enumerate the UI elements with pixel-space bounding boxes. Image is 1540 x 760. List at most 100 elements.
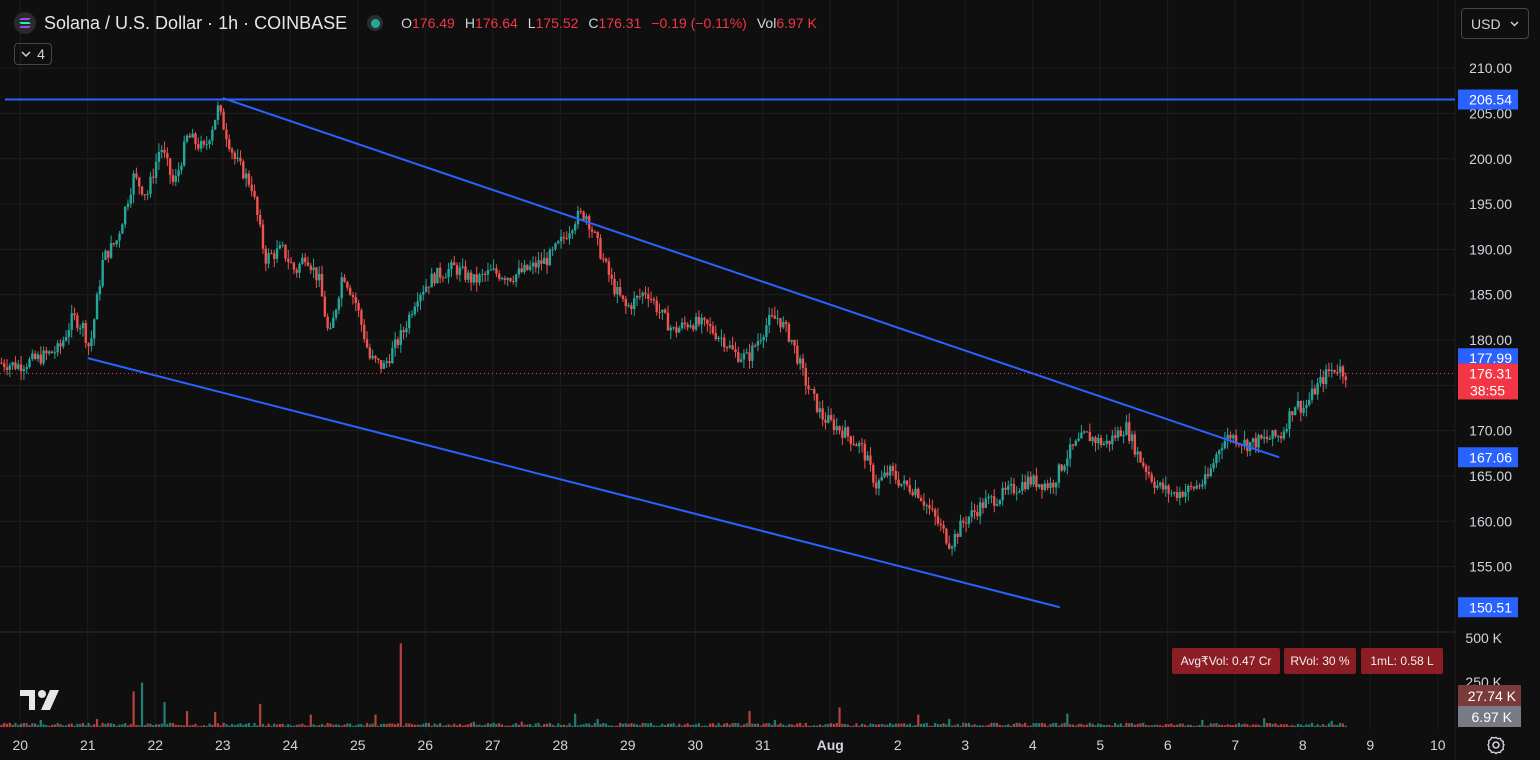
volume-bar bbox=[439, 723, 442, 727]
indicator-collapse-button[interactable]: 4 bbox=[14, 43, 52, 65]
volume-bar bbox=[394, 724, 397, 727]
tradingview-logo-icon[interactable] bbox=[20, 690, 60, 717]
candle-body bbox=[824, 419, 827, 423]
volume-bar bbox=[635, 724, 639, 727]
candle-body bbox=[1023, 482, 1027, 490]
candle-body bbox=[1282, 431, 1286, 439]
volume-bar bbox=[298, 724, 301, 727]
trendlines[interactable] bbox=[0, 97, 1455, 609]
candle-body bbox=[1285, 429, 1288, 432]
candle-body bbox=[953, 533, 957, 547]
candle-body bbox=[1308, 399, 1311, 406]
volume-bar bbox=[723, 723, 726, 727]
candle-body bbox=[973, 510, 976, 512]
volume-bar bbox=[647, 723, 650, 727]
candle-body bbox=[967, 516, 971, 524]
candle-body bbox=[188, 135, 192, 138]
volume-bar bbox=[185, 710, 189, 727]
volume-bar bbox=[382, 723, 386, 727]
volume-bar bbox=[1009, 725, 1013, 727]
volume-bar bbox=[922, 723, 926, 727]
volume-bar bbox=[593, 722, 596, 727]
candle-body bbox=[874, 482, 878, 489]
candle-body bbox=[1178, 491, 1182, 499]
candle-body bbox=[543, 257, 546, 264]
time-tick-label: 24 bbox=[282, 737, 298, 753]
candle-body bbox=[534, 262, 537, 268]
candle-body bbox=[531, 262, 535, 267]
volume-avg-label: 27.74 K bbox=[1468, 688, 1517, 704]
candle-body bbox=[714, 333, 717, 340]
volume-bar bbox=[377, 725, 380, 727]
volume-bar bbox=[692, 724, 695, 727]
volume-bar bbox=[1279, 724, 1283, 727]
candle-body bbox=[644, 292, 647, 295]
volume-bar bbox=[717, 722, 720, 727]
volume-bar bbox=[1175, 724, 1179, 727]
volume-bar bbox=[838, 707, 841, 727]
volume-bar bbox=[430, 725, 433, 727]
volume-bar bbox=[1195, 725, 1198, 727]
time-tick-label: 6 bbox=[1164, 737, 1172, 753]
volume-bar bbox=[787, 724, 791, 727]
symbol-title[interactable]: Solana / U.S. Dollar · 1h · COINBASE bbox=[44, 12, 348, 33]
time-axis[interactable]: 20 21 22 23 24 25 26 27 28 29 30 31 Aug 2 3 4 5 6 7 8 9 10 bbox=[12, 737, 1445, 753]
candle-body bbox=[242, 161, 245, 179]
volume-bar bbox=[1049, 724, 1052, 727]
currency-select[interactable]: USD bbox=[1461, 8, 1529, 39]
candle-body bbox=[73, 313, 76, 316]
candle-body bbox=[692, 325, 695, 330]
candle-body bbox=[427, 286, 431, 288]
volume-bar bbox=[624, 723, 627, 727]
settings-gear-icon[interactable] bbox=[1486, 735, 1506, 760]
candle-body bbox=[278, 245, 282, 249]
countdown-label: 38:55 bbox=[1470, 382, 1505, 398]
candle-body bbox=[624, 298, 627, 307]
volume-bar bbox=[1130, 723, 1134, 727]
candle-body bbox=[5, 367, 9, 370]
candle-body bbox=[323, 296, 327, 317]
chevron-down-icon bbox=[1510, 21, 1519, 26]
ohlc-key: H bbox=[464, 15, 475, 31]
ohlc-item: −0.19 (−0.11%) bbox=[651, 15, 746, 31]
candle-body bbox=[852, 443, 855, 445]
volume-bar bbox=[135, 724, 138, 727]
candle-body bbox=[301, 257, 304, 265]
candle-body bbox=[700, 317, 703, 325]
volume-bar bbox=[1161, 725, 1165, 727]
candle-body bbox=[1251, 438, 1255, 443]
candle-body bbox=[14, 362, 17, 369]
volume-bar bbox=[230, 723, 234, 727]
candle-body bbox=[860, 443, 864, 445]
volume-bar bbox=[489, 723, 492, 727]
volume-bar bbox=[1310, 722, 1314, 727]
market-status-icon[interactable] bbox=[367, 15, 384, 31]
candle-body bbox=[506, 278, 509, 280]
volume-bar bbox=[1189, 724, 1193, 727]
candle-body bbox=[393, 339, 397, 349]
candle-body bbox=[348, 287, 352, 295]
volume-bar bbox=[275, 724, 279, 727]
candle-body bbox=[554, 243, 557, 250]
candle-body bbox=[528, 266, 532, 270]
volume-bar bbox=[281, 723, 284, 727]
volume-bar bbox=[1201, 719, 1204, 727]
volume-bar bbox=[1305, 724, 1308, 727]
volume-bar bbox=[205, 725, 208, 727]
ohlc-item: L175.52 bbox=[528, 15, 579, 31]
candle-body bbox=[1226, 434, 1229, 441]
candle-body bbox=[796, 345, 799, 364]
volume-bar bbox=[1026, 725, 1030, 727]
candle-body bbox=[208, 140, 211, 145]
candle-body bbox=[1049, 482, 1052, 488]
volume-bar bbox=[351, 725, 355, 727]
candle-body bbox=[346, 281, 349, 288]
volume-bar bbox=[936, 724, 940, 727]
candle-body bbox=[1099, 437, 1103, 446]
candle-body bbox=[191, 133, 194, 138]
candle-body bbox=[95, 294, 99, 320]
volume-bar bbox=[109, 723, 113, 727]
volume-bar bbox=[1271, 723, 1274, 727]
candle-body bbox=[517, 268, 521, 275]
